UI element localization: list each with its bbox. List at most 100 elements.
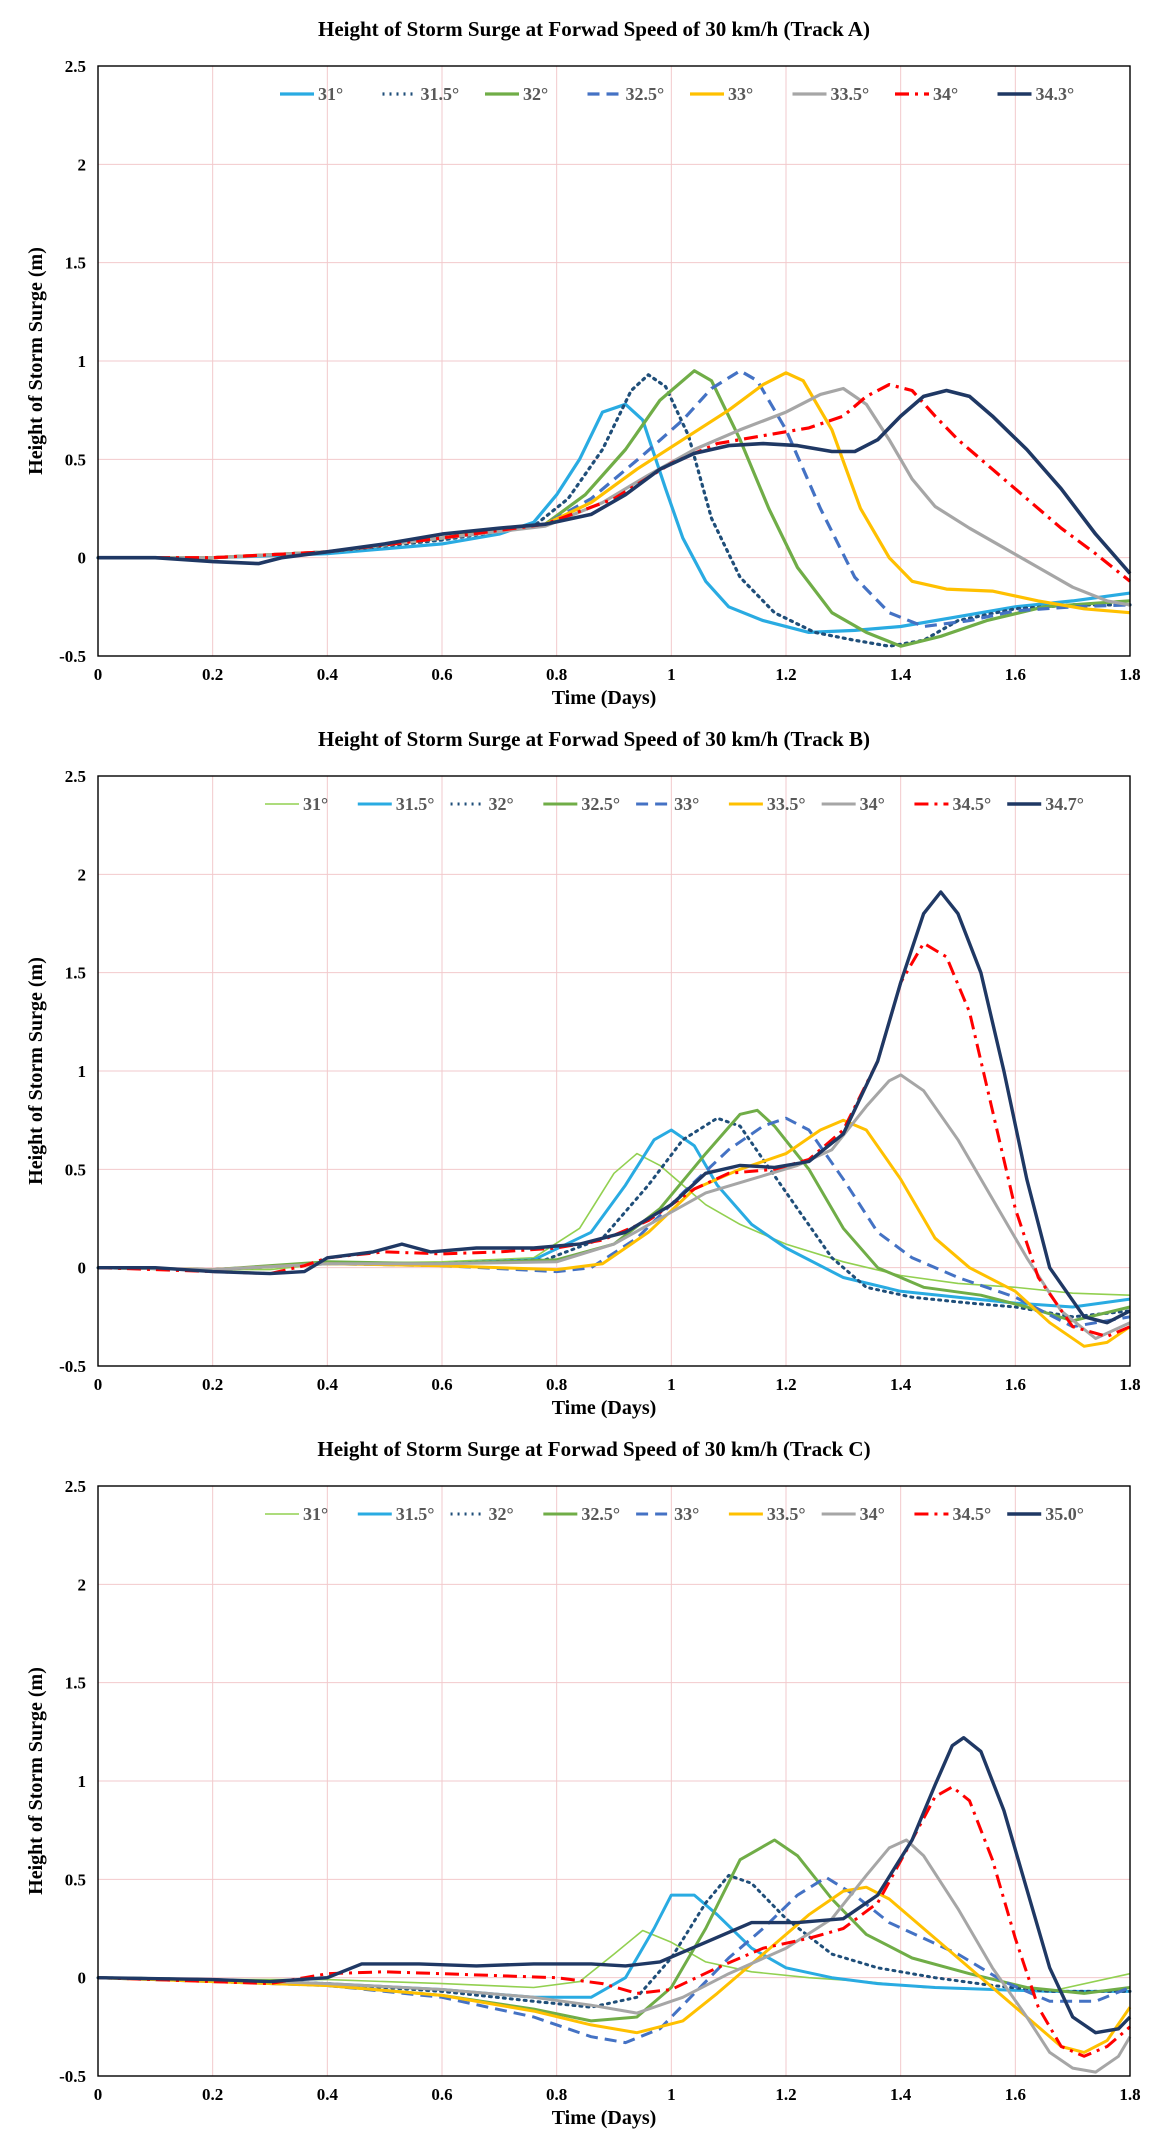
x-tick-label: 0.2 (202, 665, 223, 684)
series-line (97, 941, 1131, 1338)
legend-label: 34° (933, 84, 958, 104)
chart-svg: Height of Storm Surge at Forwad Speed of… (25, 1437, 1141, 2129)
y-tick-label: 1 (78, 1062, 87, 1081)
x-tick-label: 1 (667, 2085, 676, 2104)
series-line (96, 1116, 1132, 1319)
legend-label: 32.5° (581, 794, 620, 814)
y-tick-label: 0.5 (65, 1160, 86, 1179)
legend-item: 33° (636, 1504, 699, 1524)
chart-panel-track-a: Height of Storm Surge at Forwad Speed of… (0, 0, 1156, 710)
legend-label: 32° (489, 794, 514, 814)
legend-label: 32.5° (581, 1504, 620, 1524)
legend-item: 34° (821, 794, 885, 814)
series-line (97, 1736, 1132, 2035)
legend-label: 33° (674, 1504, 699, 1524)
series-line (97, 1128, 1131, 1309)
x-tick-label: 0.2 (202, 1375, 223, 1394)
y-tick-label: 2 (78, 1575, 87, 1594)
series-line (98, 383, 1132, 583)
chart-panel-track-b: Height of Storm Surge at Forwad Speed of… (0, 710, 1156, 1420)
legend-item: 33° (690, 84, 753, 104)
legend-item: 31° (280, 84, 343, 104)
legend-label: 31.5° (396, 1504, 435, 1524)
y-tick-label: -0.5 (59, 647, 86, 666)
legend-item: 31° (265, 1504, 328, 1524)
series-line (98, 369, 1131, 648)
y-tick-label: 1.5 (65, 964, 86, 983)
legend-item: 33° (636, 794, 699, 814)
x-tick-label: 0.4 (317, 1375, 339, 1394)
y-tick-label: 2.5 (65, 1477, 86, 1496)
legend-item: 31.5° (357, 794, 435, 814)
x-tick-label: 1.6 (1005, 1375, 1026, 1394)
legend-label: 33° (674, 794, 699, 814)
legend-label: 32.5° (626, 84, 665, 104)
legend-label: 31° (303, 794, 328, 814)
legend-item: 32.5° (543, 794, 620, 814)
legend-item: 32° (450, 794, 514, 814)
x-tick-label: 1.6 (1005, 665, 1026, 684)
legend-label: 31° (318, 84, 343, 104)
series-line (96, 373, 1132, 648)
legend-item: 34° (895, 84, 958, 104)
legend-label: 33° (728, 84, 753, 104)
legend-label: 33.5° (767, 794, 806, 814)
y-tick-label: 1.5 (65, 254, 86, 273)
series-line (98, 388, 1132, 575)
series-line (98, 386, 1131, 607)
legend-item: 33.5° (728, 794, 806, 814)
y-tick-label: 2 (78, 865, 87, 884)
y-tick-label: 2 (78, 155, 87, 174)
chart-svg: Height of Storm Surge at Forwad Speed of… (25, 727, 1141, 1419)
series-line (97, 1885, 1132, 2054)
x-tick-label: 1.8 (1119, 665, 1140, 684)
x-tick-label: 1.2 (775, 2085, 796, 2104)
plot-frame (97, 775, 1131, 1367)
y-tick-label: 0 (78, 1259, 87, 1278)
legend-item: 32° (485, 84, 548, 104)
y-tick-label: 0.5 (65, 450, 86, 469)
legend-item: 34.5° (914, 1504, 991, 1524)
plot-frame (97, 65, 1131, 657)
x-tick-label: 1 (667, 1375, 676, 1394)
y-tick-label: -0.5 (59, 1357, 86, 1376)
x-tick-label: 0.6 (431, 665, 452, 684)
chart-title: Height of Storm Surge at Forwad Speed of… (317, 1437, 870, 1461)
x-tick-label: 1.4 (890, 1375, 912, 1394)
x-tick-label: 0.8 (546, 2085, 567, 2104)
x-tick-label: 1.4 (890, 665, 912, 684)
x-axis-label: Time (Days) (552, 2107, 657, 2129)
legend-label: 31.5° (396, 794, 435, 814)
chart-svg: Height of Storm Surge at Forwad Speed of… (25, 17, 1141, 709)
x-tick-label: 0.6 (431, 2085, 452, 2104)
legend-item: 33.5° (728, 1504, 806, 1524)
x-tick-label: 1.8 (1119, 2085, 1140, 2104)
x-tick-label: 1 (667, 665, 676, 684)
legend-item: 31.5° (357, 1504, 435, 1524)
series-line (97, 1118, 1131, 1348)
legend-item: 32.5° (543, 1504, 620, 1524)
x-tick-label: 0 (94, 2085, 103, 2104)
legend-label: 33.5° (767, 1504, 806, 1524)
legend-label: 34.7° (1045, 794, 1084, 814)
plot-frame (97, 1485, 1131, 2077)
x-tick-label: 0.6 (431, 1375, 452, 1394)
y-tick-label: 1.5 (65, 1674, 86, 1693)
y-tick-label: 0 (78, 1969, 87, 1988)
y-tick-label: 2.5 (65, 767, 86, 786)
legend-item: 32.5° (587, 84, 665, 104)
x-tick-label: 0.4 (317, 665, 339, 684)
legend-item: 35.0° (1007, 1504, 1084, 1524)
legend-item: 34.7° (1007, 794, 1084, 814)
legend-item: 31° (265, 794, 328, 814)
legend-label: 33.5° (831, 84, 870, 104)
x-tick-label: 1.2 (775, 665, 796, 684)
x-tick-label: 1.8 (1119, 1375, 1140, 1394)
legend-item: 33.5° (792, 84, 870, 104)
legend-label: 34.3° (1036, 84, 1075, 104)
series-line (97, 1108, 1131, 1323)
y-tick-label: -0.5 (59, 2067, 86, 2086)
y-axis-label: Height of Storm Surge (m) (25, 247, 47, 475)
y-tick-label: 2.5 (65, 57, 86, 76)
legend-label: 32° (523, 84, 548, 104)
